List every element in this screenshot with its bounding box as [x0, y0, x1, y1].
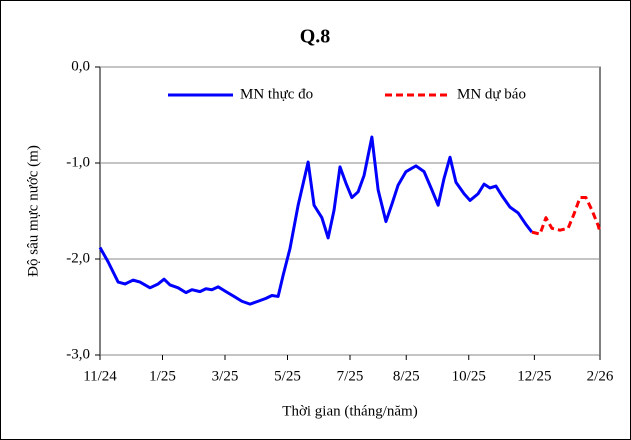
- y-tick-label: -3,0: [66, 346, 90, 362]
- x-tick-label: 5/25: [274, 368, 301, 384]
- x-tick-label: 8/25: [393, 368, 420, 384]
- x-axis-label: Thời gian (tháng/năm): [282, 403, 417, 419]
- x-tick-label: 3/25: [212, 368, 239, 384]
- x-tick-label: 11/24: [83, 368, 117, 384]
- x-tick-label: 2/26: [587, 368, 614, 384]
- y-axis-label: Độ sâu mực nước (m): [25, 145, 41, 277]
- y-tick-label: 0,0: [71, 58, 90, 74]
- x-tick-label: 10/25: [452, 368, 486, 384]
- series-line: [98, 135, 534, 306]
- y-tick-label: -1,0: [66, 154, 90, 170]
- x-tick-label: 12/25: [517, 368, 551, 384]
- x-tick-label: 1/25: [149, 368, 176, 384]
- y-tick-label: -2,0: [66, 250, 90, 266]
- chart-title: Q.8: [300, 26, 331, 48]
- x-tick-label: 7/25: [337, 368, 364, 384]
- series-line: [531, 196, 602, 236]
- legend-label: MN thực đo: [240, 86, 313, 102]
- legend-label: MN dự báo: [457, 86, 526, 102]
